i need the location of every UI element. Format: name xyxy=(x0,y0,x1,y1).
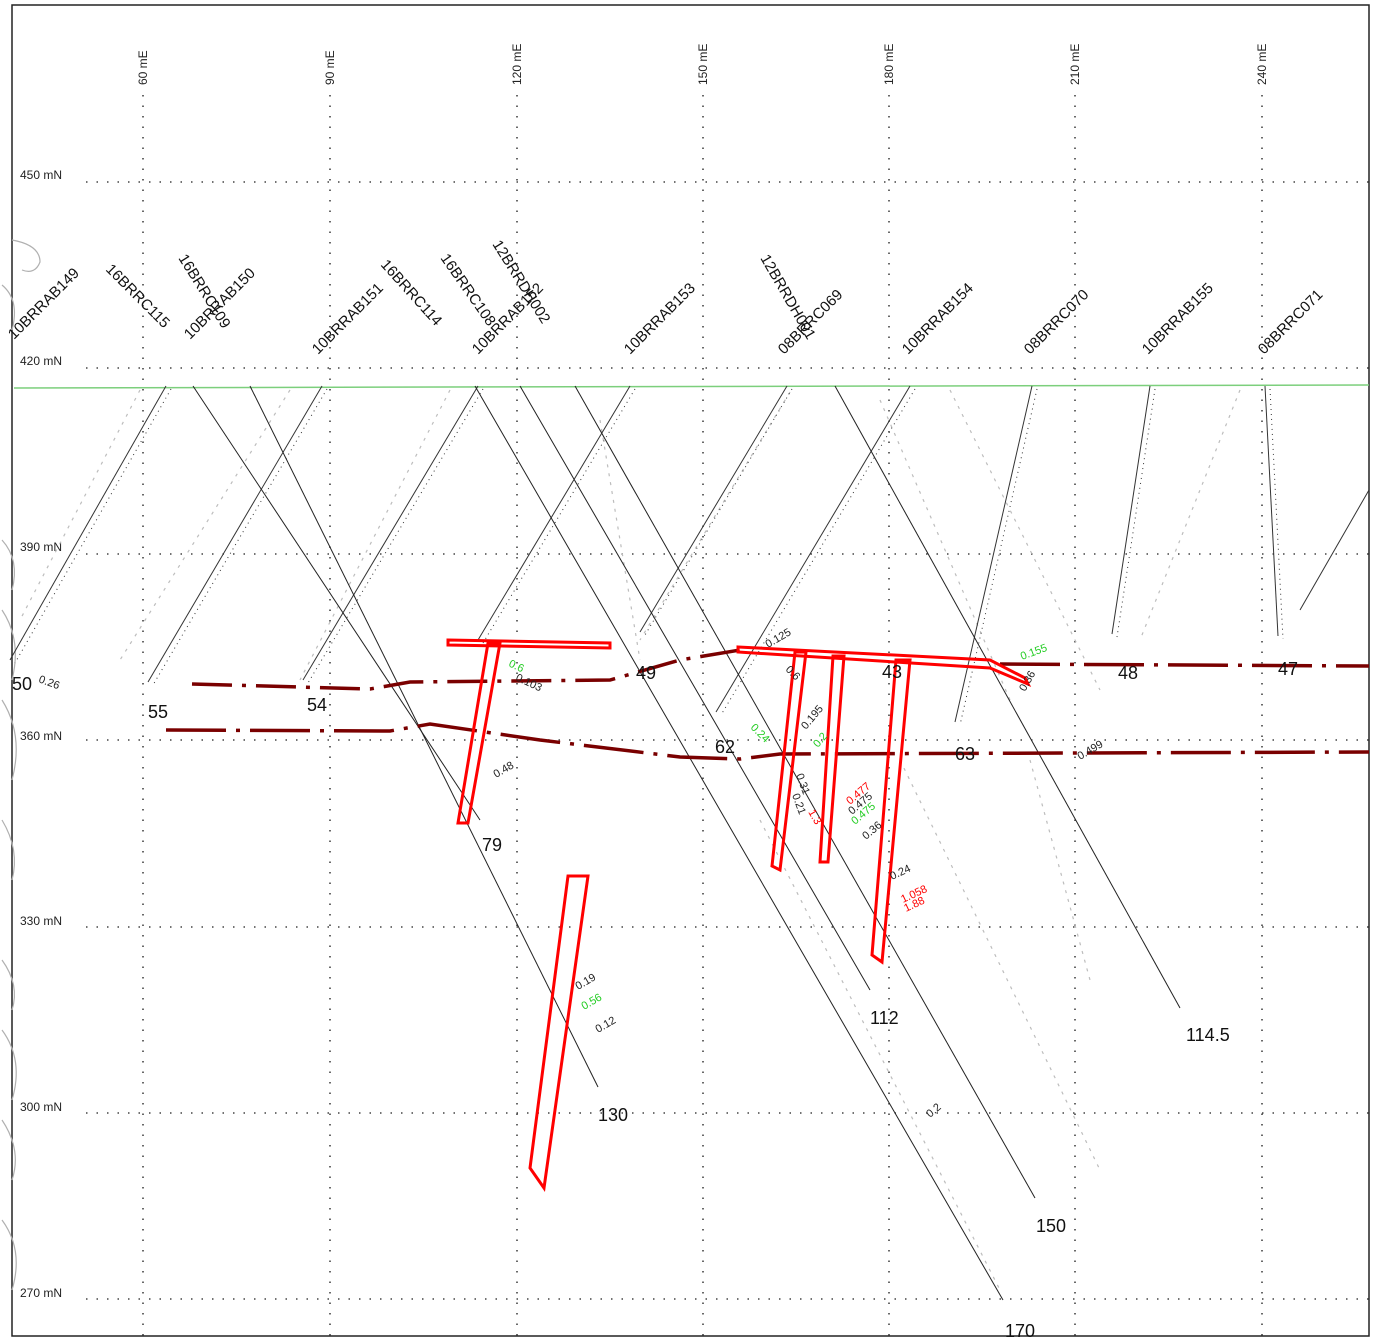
easting-label: 240 mE xyxy=(1255,44,1269,85)
assay-label: 0.2 xyxy=(924,1101,943,1120)
easting-label: 60 mE xyxy=(136,50,150,85)
depth-label: 170 xyxy=(1005,1321,1035,1341)
northing-label: 270 mN xyxy=(20,1286,62,1300)
depth-label: 63 xyxy=(955,744,975,764)
depth-label: 112 xyxy=(870,1008,899,1028)
ore-wireframes xyxy=(446,638,1032,1192)
depth-label: 43 xyxy=(882,662,902,682)
assay-label: 0.48 xyxy=(492,759,517,780)
depth-label: 150 xyxy=(1036,1216,1066,1236)
depth-labels: 50 55 54 79 130 49 170 112 62 150 63 114… xyxy=(12,659,1298,1341)
ticked-drillholes xyxy=(9,385,1370,723)
depth-label: 50 xyxy=(12,674,32,694)
easting-label: 150 mE xyxy=(696,44,710,85)
hole-label: 16BRRC114 xyxy=(377,256,445,329)
assay-label: 0.12 xyxy=(594,1014,619,1035)
northing-label: 420 mN xyxy=(20,354,62,368)
background-traces xyxy=(19,389,1241,1291)
easting-label: 180 mE xyxy=(882,44,896,85)
grid xyxy=(86,95,1369,1336)
assay-label: 0.26 xyxy=(37,674,61,693)
assay-label: 0.21 xyxy=(789,792,808,816)
depth-label: 48 xyxy=(1118,663,1138,683)
assay-label: 0.6 xyxy=(783,664,802,683)
northing-label: 360 mN xyxy=(20,729,62,743)
depth-label: 79 xyxy=(482,835,502,855)
northing-label: 300 mN xyxy=(20,1100,62,1114)
hole-label: 08BRRC071 xyxy=(1255,286,1327,358)
depth-label: 130 xyxy=(598,1105,628,1125)
assay-label: 0.499 xyxy=(1076,738,1106,762)
assay-label: 0.36 xyxy=(1017,669,1038,694)
easting-axis: 60 mE 90 mE 120 mE 150 mE 180 mE 210 mE … xyxy=(136,44,1269,85)
plot-border xyxy=(11,4,1370,1337)
assay-label: 0.6 xyxy=(507,658,526,675)
depth-label: 62 xyxy=(715,737,735,757)
assay-label: 0.125 xyxy=(764,626,794,650)
assay-label: 0.195 xyxy=(799,703,826,732)
assay-label: 0.103 xyxy=(514,672,544,695)
hole-label: 10BRRAB155 xyxy=(1139,280,1217,358)
drillhole-names: 10BRRAB149 16BRRC115 16BRRC109 10BRRAB15… xyxy=(5,237,1327,358)
hole-label: 10BRRAB149 xyxy=(5,265,83,343)
hole-label: 16BRRC108 xyxy=(437,251,499,330)
hole-label: 08BRRC070 xyxy=(1021,286,1093,358)
drillhole-traces xyxy=(192,385,1181,1301)
easting-label: 210 mE xyxy=(1068,44,1082,85)
hole-label: 10BRRAB151 xyxy=(309,280,387,358)
scan-artifact-arcs xyxy=(1,239,41,1291)
assay-label: 0.56 xyxy=(580,991,605,1012)
northing-label: 330 mN xyxy=(20,914,62,928)
depth-label: 55 xyxy=(148,702,168,722)
depth-label: 114.5 xyxy=(1186,1025,1230,1045)
lode-boundaries xyxy=(165,648,1370,761)
hole-label: 10BRRAB154 xyxy=(899,280,977,358)
assay-label: 0.24 xyxy=(748,722,772,746)
northing-axis: 450 mN 420 mN 390 mN 360 mN 330 mN 300 m… xyxy=(20,168,62,1300)
depth-label: 49 xyxy=(636,663,656,683)
topography-line xyxy=(13,384,1370,389)
assay-labels: 0.26 0.103 0.6 0.48 0.19 0.56 0.12 0.125… xyxy=(37,626,1105,1120)
hole-label: 10BRRAB153 xyxy=(621,280,699,358)
northing-label: 390 mN xyxy=(20,540,62,554)
drillhole-ticks xyxy=(14,388,1284,726)
northing-label: 450 mN xyxy=(20,168,62,182)
depth-label: 54 xyxy=(307,695,327,715)
assay-label: 0.19 xyxy=(574,971,599,992)
easting-label: 90 mE xyxy=(323,50,337,85)
assay-label: 0.155 xyxy=(1019,642,1049,663)
depth-label: 47 xyxy=(1278,659,1298,679)
easting-label: 120 mE xyxy=(510,44,524,85)
hole-label: 16BRRC115 xyxy=(102,261,173,332)
